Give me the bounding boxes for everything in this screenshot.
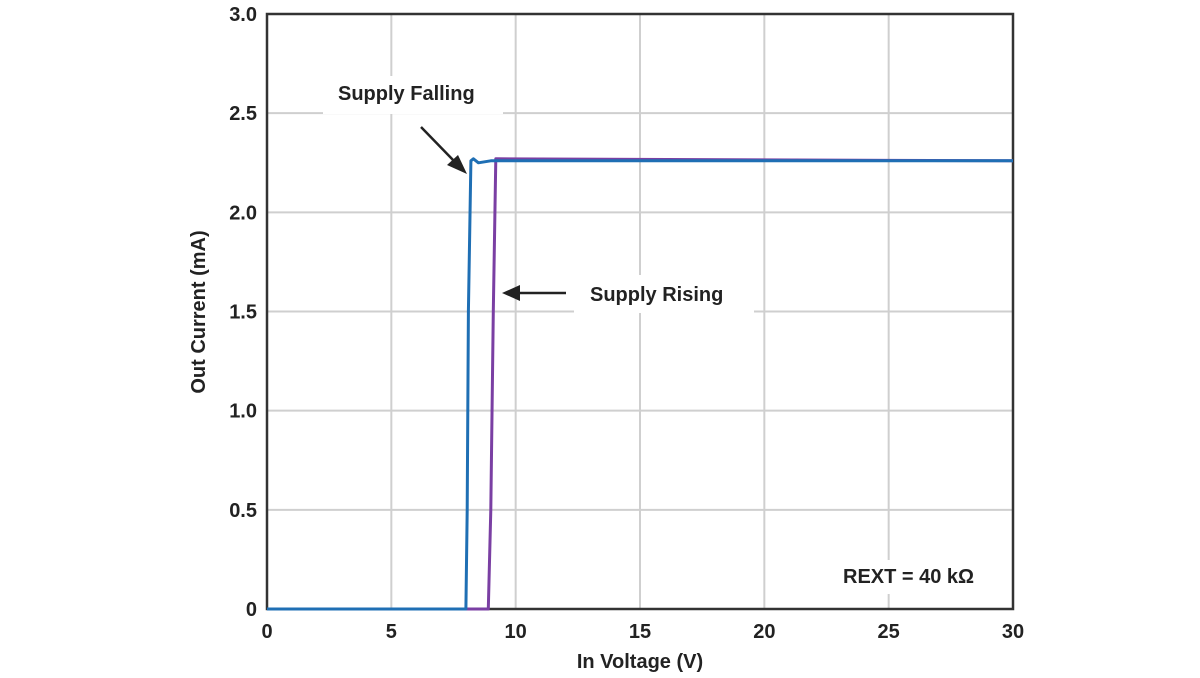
x-tick-labels: 0 5 10 15 20 25 30 — [261, 621, 1024, 643]
annotation-bg-rising — [574, 275, 754, 313]
x-axis-label: In Voltage (V) — [577, 651, 703, 673]
y-tick-labels: 0 0.5 1.0 1.5 2.0 2.5 3.0 — [229, 4, 257, 621]
series-line-supply-falling — [267, 157, 1013, 611]
y-tick-label: 1.0 — [229, 401, 257, 423]
annotation-rext: REXT = 40 kΩ — [843, 566, 974, 588]
annotation-bg-rext — [835, 560, 999, 594]
y-tick-label: 0 — [246, 599, 257, 621]
series-layer — [267, 157, 1014, 611]
arrow-falling — [420, 126, 467, 174]
y-tick-label: 1.5 — [229, 302, 257, 324]
plot-frame — [265, 12, 1015, 611]
arrow-rising — [502, 285, 566, 301]
x-tick-label: 5 — [386, 621, 397, 643]
x-tick-label: 0 — [261, 621, 272, 643]
annotation-bg-falling — [323, 76, 503, 114]
grid-lines — [267, 14, 1013, 609]
annotation-supply-rising: Supply Rising — [590, 284, 723, 306]
y-axis-label: Out Current (mA) — [188, 230, 210, 393]
y-tick-label: 2.5 — [229, 103, 257, 125]
x-tick-label: 25 — [878, 621, 900, 643]
y-tick-label: 3.0 — [229, 4, 257, 26]
y-tick-label: 2.0 — [229, 202, 257, 224]
x-tick-label: 15 — [629, 621, 651, 643]
x-tick-label: 30 — [1002, 621, 1024, 643]
x-tick-label: 20 — [753, 621, 775, 643]
annotation-supply-falling: Supply Falling — [338, 83, 475, 105]
y-tick-label: 0.5 — [229, 500, 257, 522]
x-tick-label: 10 — [505, 621, 527, 643]
